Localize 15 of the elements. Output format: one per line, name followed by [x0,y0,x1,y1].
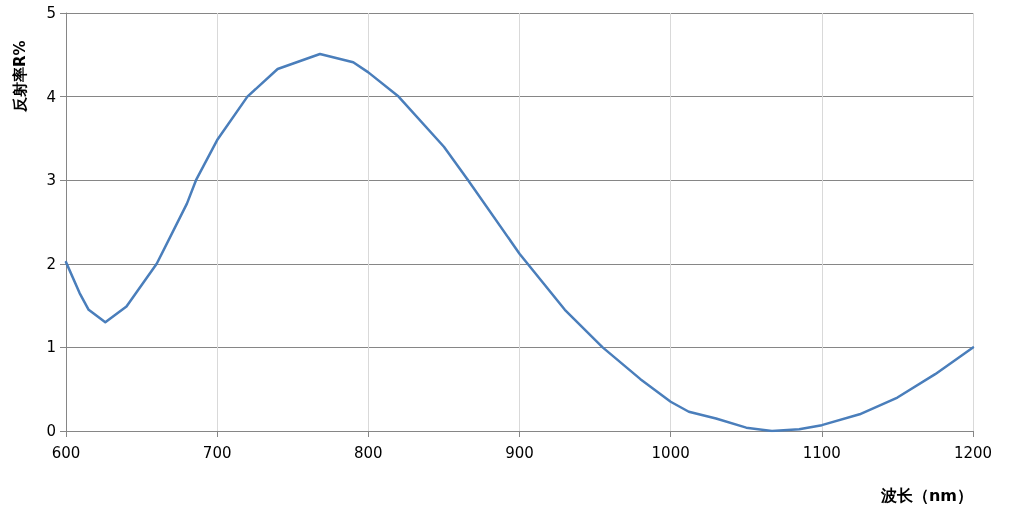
y-tick-label: 1 [46,338,56,357]
x-tick-label: 600 [51,443,81,462]
y-tick-label: 4 [46,87,56,106]
x-tick-label: 1200 [953,443,993,462]
y-tick-label: 2 [46,254,56,273]
y-axis-title: 反射率R% [11,40,29,113]
y-tick-label: 5 [46,4,56,22]
x-tick-label: 800 [354,443,383,462]
x-tick-label: 900 [505,443,534,462]
y-tick-label: 0 [46,422,56,440]
x-axis-title: 波长（nm） [879,485,973,505]
x-tick-label: 1100 [802,443,841,462]
x-tick-label: 1000 [651,443,690,462]
x-tick-label: 700 [202,443,232,462]
y-tick-label: 3 [46,171,56,190]
